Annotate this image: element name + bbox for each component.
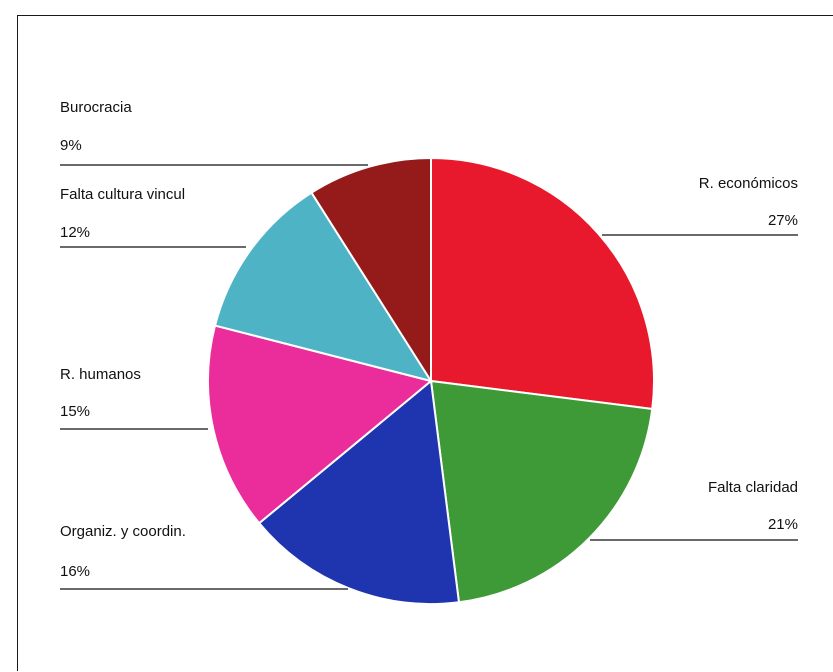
slice-value-falta-claridad: 21% xyxy=(768,516,798,533)
slice-label-falta-claridad: Falta claridad xyxy=(708,479,798,496)
slice-value-r-humanos: 15% xyxy=(60,403,90,420)
slice-value-organiz-y-coordin: 16% xyxy=(60,563,90,580)
pie-slice-falta-claridad xyxy=(429,379,654,604)
pie-slice-falta-cultura-vincul xyxy=(213,191,434,383)
slice-label-organiz-y-coordin: Organiz. y coordin. xyxy=(60,523,186,540)
pie-chart: R. económicos 27% Falta claridad 21% Organiz… xyxy=(60,99,798,605)
slice-label-r-economicos: R. económicos xyxy=(699,175,798,192)
slice-value-burocracia: 9% xyxy=(60,137,82,154)
pie-slice-r-economicos xyxy=(430,156,655,411)
slice-label-r-humanos: R. humanos xyxy=(60,366,141,383)
slice-value-r-economicos: 27% xyxy=(768,212,798,229)
chart-frame: R. económicos 27% Falta claridad 21% Organiz… xyxy=(17,15,833,671)
pie-slice-burocracia xyxy=(310,156,432,385)
slice-label-burocracia: Burocracia xyxy=(60,99,132,116)
pie-slices xyxy=(207,156,655,605)
pie-slice-r-humanos xyxy=(207,324,434,525)
slice-value-falta-cultura-vincul: 12% xyxy=(60,224,90,241)
slice-labels: R. económicos 27% Falta claridad 21% Organiz… xyxy=(60,99,798,590)
pie-slice-organiz-y-coordin xyxy=(257,379,461,605)
slice-label-falta-cultura-vincul: Falta cultura vincul xyxy=(60,186,185,203)
